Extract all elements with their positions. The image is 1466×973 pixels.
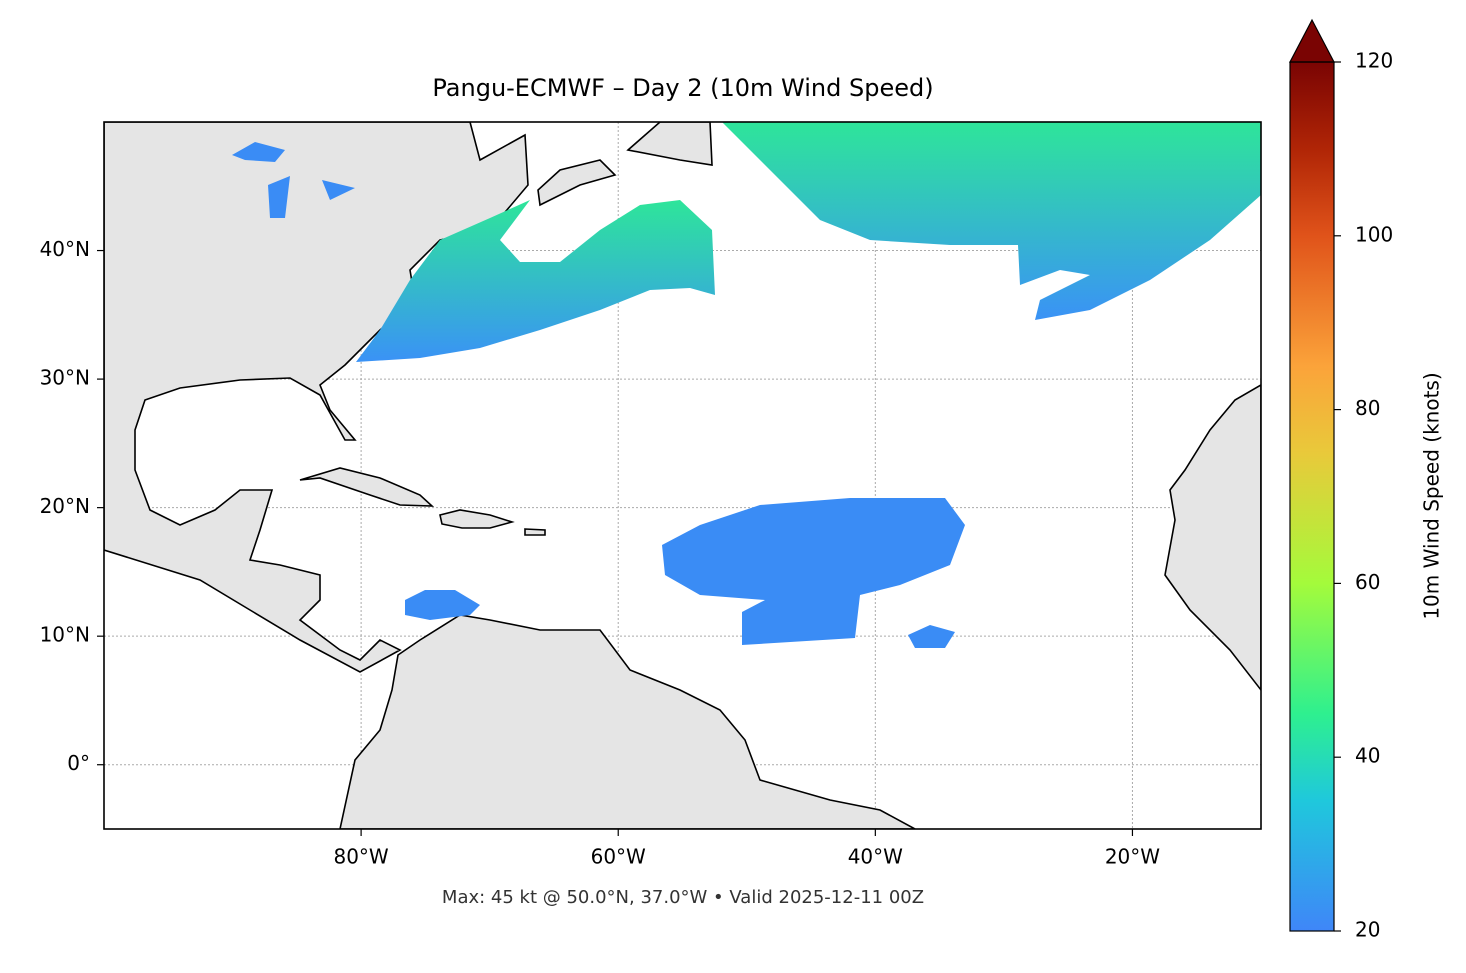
y-tick-label: 10°N: [40, 623, 90, 647]
x-tick-label: 40°W: [848, 845, 903, 869]
north-america: [104, 122, 529, 673]
colorbar-label: 10m Wind Speed (knots): [1420, 372, 1444, 619]
colorbar: [1290, 62, 1334, 931]
footer-note: Max: 45 kt @ 50.0°N, 37.0°W • Valid 2025…: [442, 887, 924, 908]
colorbar-tick-label: 40: [1355, 744, 1380, 768]
colorbar-tick-label: 80: [1355, 396, 1380, 420]
nova-scotia: [537, 159, 617, 207]
colorbar-frame: [1289, 61, 1335, 932]
cuba: [299, 467, 435, 507]
y-tick-label: 20°N: [40, 494, 90, 518]
colorbar-extension: [1289, 18, 1335, 63]
y-tick-label: 0°: [67, 751, 90, 775]
wind-region: [908, 625, 955, 648]
y-tick-label: 30°N: [40, 366, 90, 390]
plot-frame: [103, 121, 1262, 830]
colorbar-tick-label: 60: [1355, 570, 1380, 594]
colorbar-tick-label: 20: [1355, 918, 1380, 942]
x-tick-label: 20°W: [1105, 845, 1160, 869]
wind-region: [722, 122, 1261, 320]
y-tick-label: 40°N: [40, 237, 90, 261]
wind-region: [405, 590, 480, 620]
x-tick-label: 80°W: [333, 845, 388, 869]
colorbar-tick-label: 120: [1355, 49, 1393, 73]
hispaniola: [439, 509, 515, 529]
wind-region: [232, 142, 355, 218]
puerto-rico: [524, 528, 546, 536]
x-tick-label: 60°W: [591, 845, 646, 869]
chart-title: Pangu-ECMWF – Day 2 (10m Wind Speed): [432, 74, 933, 102]
map-area: [104, 122, 1261, 829]
wind-region: [356, 200, 715, 362]
africa: [1164, 384, 1261, 692]
south-america: [339, 614, 916, 829]
wind-region: [662, 498, 965, 645]
colorbar-tick-label: 100: [1355, 222, 1393, 246]
newfoundland: [626, 122, 713, 166]
